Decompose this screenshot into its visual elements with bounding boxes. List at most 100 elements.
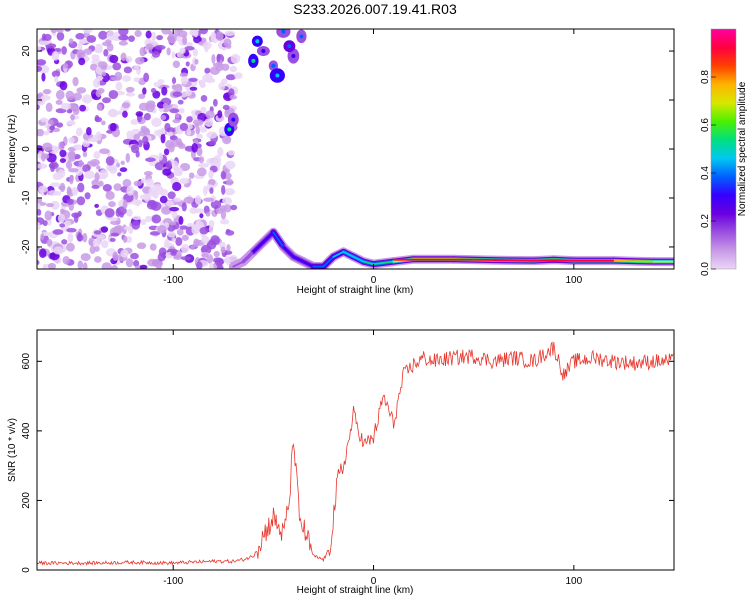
signal-trace-segment (242, 250, 255, 263)
noise-speckle (166, 160, 172, 169)
noise-speckle (66, 186, 72, 195)
noise-speckle (133, 133, 141, 141)
noise-speckle (75, 33, 85, 40)
noise-speckle (226, 178, 234, 186)
noise-speckle (136, 242, 147, 250)
noise-speckle (168, 131, 174, 137)
y-tick-label: 0 (21, 146, 32, 152)
noise-speckle (94, 256, 102, 263)
noise-speckle (135, 56, 145, 65)
noise-speckle (110, 220, 121, 226)
noise-speckle (156, 34, 164, 41)
noise-speckle (49, 163, 56, 169)
spectrogram-x-ticks: -100 0 100 (163, 29, 583, 286)
noise-speckle (160, 114, 167, 121)
noise-speckle (199, 29, 208, 35)
noise-speckle (210, 31, 217, 40)
snr-series-line (37, 341, 674, 566)
noise-speckle (120, 249, 129, 258)
noise-speckle (53, 47, 62, 52)
noise-speckle (171, 51, 176, 59)
noise-speckle (49, 125, 56, 131)
noise-speckle (54, 75, 59, 83)
noise-speckle (229, 94, 238, 100)
noise-speckle (196, 147, 203, 157)
noise-speckle (146, 200, 158, 210)
noise-speckle (77, 210, 82, 217)
noise-speckle (217, 147, 224, 157)
noise-speckle (179, 122, 189, 132)
noise-speckle (201, 235, 210, 244)
colorbar-tick-label: 0.2 (700, 214, 711, 228)
noise-speckle (96, 104, 103, 111)
noise-speckle (204, 67, 211, 74)
signal-trace-segment (282, 246, 295, 258)
noise-speckle (64, 29, 71, 32)
noise-speckle (185, 41, 193, 48)
noise-speckle (122, 75, 132, 82)
noise-speckle (128, 226, 134, 235)
noise-speckle (58, 185, 66, 191)
noise-speckle (67, 150, 76, 160)
noise-speckle (196, 133, 203, 139)
noise-speckle (66, 109, 73, 114)
noise-speckle (101, 120, 106, 126)
noise-speckle (45, 203, 54, 208)
noise-speckle (68, 38, 74, 44)
noise-speckle (190, 245, 195, 250)
noise-speckle (224, 30, 236, 37)
snr-x-label: Height of straight line (km) (297, 585, 414, 596)
noise-speckle (95, 43, 103, 54)
noise-speckle (188, 77, 198, 82)
noise-speckle (137, 139, 143, 148)
noise-speckle (221, 184, 226, 195)
noise-speckle (103, 48, 109, 57)
noise-speckle (151, 214, 162, 224)
noise-speckle (91, 161, 97, 167)
noise-speckle (76, 87, 87, 94)
noise-speckle (139, 46, 146, 57)
noise-speckle (42, 88, 52, 95)
noise-speckle (225, 255, 231, 266)
noise-speckle (200, 94, 208, 102)
noise-speckle (145, 43, 154, 51)
noise-speckle (202, 41, 212, 50)
streak-core (299, 34, 304, 39)
noise-speckle (169, 135, 178, 141)
noise-speckle (94, 172, 100, 183)
noise-speckle (226, 244, 231, 252)
noise-speckle (102, 97, 111, 104)
noise-speckle (151, 31, 157, 42)
noise-speckle (166, 200, 174, 207)
noise-speckle (195, 126, 201, 135)
noise-speckle (98, 180, 104, 187)
signal-trace-segment (322, 255, 335, 268)
noise-speckle (215, 65, 224, 72)
noise-speckle (79, 104, 87, 112)
noise-speckle (176, 228, 184, 236)
noise-speckle (230, 204, 238, 211)
noise-speckle (169, 206, 180, 212)
noise-speckle (175, 237, 183, 246)
noise-speckle (193, 238, 200, 248)
noise-speckle (126, 130, 134, 140)
signal-trace-segment (342, 250, 355, 258)
noise-speckle (229, 65, 238, 73)
noise-speckle (182, 35, 188, 46)
colorbar-tick-label: 0.8 (700, 70, 711, 84)
noise-speckle (192, 119, 204, 126)
noise-speckle (76, 49, 86, 59)
noise-speckle (225, 74, 236, 81)
noise-speckle (186, 116, 193, 123)
y-tick-label: 200 (21, 492, 32, 509)
noise-speckle (197, 167, 207, 177)
noise-speckle (213, 155, 222, 165)
noise-speckle (37, 163, 48, 169)
noise-speckle (192, 48, 198, 57)
noise-speckle (61, 239, 68, 245)
noise-speckle (205, 77, 216, 83)
noise-speckle (91, 54, 100, 61)
noise-speckle (37, 201, 41, 211)
noise-speckle (82, 94, 93, 104)
